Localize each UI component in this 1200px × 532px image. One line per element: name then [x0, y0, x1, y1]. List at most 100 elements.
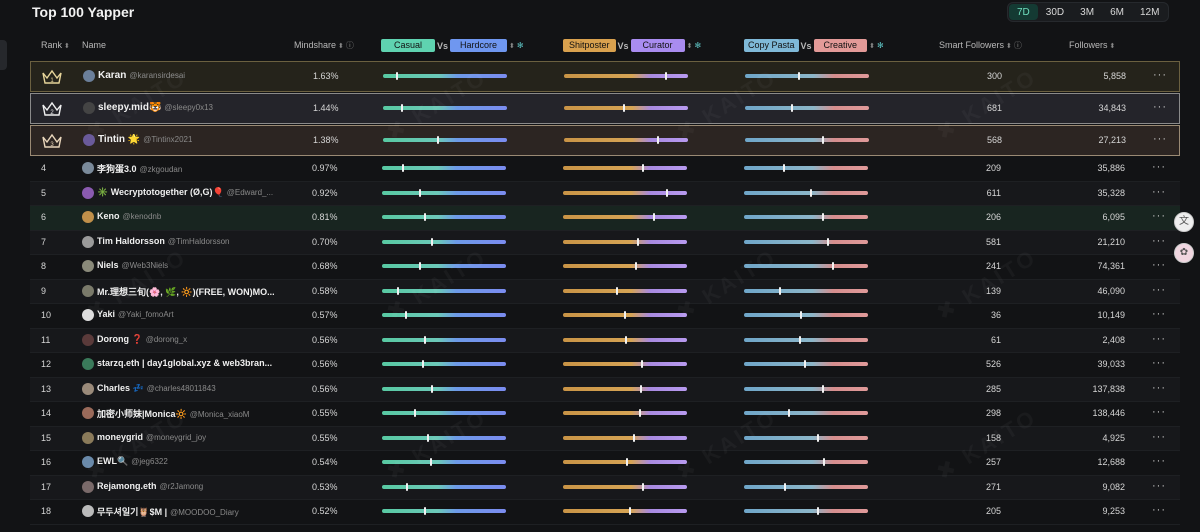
- avatar[interactable]: [82, 162, 94, 174]
- user-name[interactable]: Dorong ❓ @dorong_x: [97, 334, 187, 345]
- avatar[interactable]: [82, 211, 94, 223]
- more-icon[interactable]: ···: [1152, 283, 1166, 296]
- avatar[interactable]: [82, 480, 94, 493]
- rank-header[interactable]: Rank ⬍: [41, 40, 70, 50]
- avatar[interactable]: [83, 70, 95, 82]
- avatar[interactable]: [82, 186, 94, 199]
- user-name[interactable]: 加密小师妹|Monica🔆 @Monica_xiaoM: [97, 407, 249, 420]
- period-12m[interactable]: 12M: [1139, 7, 1160, 18]
- more-icon[interactable]: ···: [1152, 234, 1166, 247]
- bar-marker: [641, 360, 644, 368]
- user-name[interactable]: moneygrid @moneygrid_joy: [97, 432, 206, 442]
- period-6m[interactable]: 6M: [1110, 7, 1124, 18]
- bar-marker: [791, 104, 794, 112]
- copypasta-creative-bar: [745, 104, 869, 112]
- more-icon[interactable]: ···: [1152, 479, 1166, 492]
- copypasta-creative-bar: [744, 458, 868, 466]
- mindshare-header[interactable]: Mindshare ⬍ ⓘ: [294, 40, 354, 50]
- table-row[interactable]: 17 Rejamong.eth @r2Jamong 0.53% 271 9,082 ···: [30, 475, 1180, 500]
- assistant-icon[interactable]: ✿: [1174, 243, 1194, 263]
- avatar[interactable]: [82, 309, 94, 321]
- user-name[interactable]: 李狗蛋3.0 @zkgoudan: [97, 162, 182, 175]
- user-name[interactable]: Yaki @Yaki_fomoArt: [97, 309, 174, 319]
- more-icon[interactable]: ···: [1152, 161, 1166, 173]
- table-row[interactable]: 9 Mr.理想三旬(🌸, 🌿, 🔆)(FREE, WON)MO... 0.58% 13…: [30, 279, 1180, 304]
- user-name[interactable]: Mr.理想三旬(🌸, 🌿, 🔆)(FREE, WON)MO...: [97, 285, 278, 298]
- user-name[interactable]: Niels @Web3Niels: [97, 260, 168, 270]
- user-name[interactable]: Karan @karansirdesai: [98, 70, 185, 81]
- more-icon[interactable]: ···: [1152, 455, 1166, 467]
- table-row[interactable]: 1 Karan @karansirdesai 1.63% 300 5,858 ···: [30, 61, 1180, 92]
- more-icon[interactable]: ···: [1152, 381, 1166, 394]
- more-icon[interactable]: ···: [1152, 259, 1166, 271]
- avatar[interactable]: [83, 102, 95, 114]
- table-row[interactable]: 8 Niels @Web3Niels 0.68% 241 74,361 ···: [30, 255, 1180, 280]
- avatar[interactable]: [82, 235, 94, 248]
- avatar[interactable]: [82, 358, 94, 370]
- table-row[interactable]: 2 sleepy.mid🐯 @sleepy0x13 1.44% 681 34,843 ···: [30, 93, 1180, 124]
- more-icon[interactable]: ···: [1152, 504, 1166, 516]
- shitposter-pill: Shitposter: [563, 39, 616, 52]
- avatar[interactable]: [82, 284, 94, 297]
- table-row[interactable]: 13 Charles 💤 @charles48011843 0.56% 285 137,8…: [30, 377, 1180, 402]
- table-row[interactable]: 15 moneygrid @moneygrid_joy 0.55% 158 4,925 ··…: [30, 426, 1180, 451]
- table-row[interactable]: 5 ✳️ Wecryptotogether (Ø,G)🎈 @Edward_... 0.…: [30, 181, 1180, 206]
- more-icon[interactable]: ···: [1153, 69, 1167, 81]
- user-name[interactable]: 무두셔일기🦉$M | @MOODOO_Diary: [97, 505, 239, 518]
- more-icon[interactable]: ···: [1152, 210, 1166, 222]
- avatar[interactable]: [82, 505, 94, 517]
- table-row[interactable]: 7 Tim Haldorsson @TimHaldorsson 0.70% 581 21,…: [30, 230, 1180, 255]
- sort-icon[interactable]: ⬍: [509, 42, 515, 50]
- more-icon[interactable]: ···: [1152, 308, 1166, 320]
- table-row[interactable]: 18 무두셔일기🦉$M | @MOODOO_Diary 0.52% 205 9,253 ··…: [30, 500, 1180, 525]
- translate-icon[interactable]: 文: [1174, 212, 1194, 232]
- more-icon[interactable]: ···: [1152, 332, 1166, 345]
- period-7d[interactable]: 7D: [1009, 4, 1038, 20]
- user-handle: @Web3Niels: [121, 261, 169, 270]
- bar-marker: [401, 164, 404, 172]
- more-icon[interactable]: ···: [1153, 133, 1167, 145]
- user-handle: @MOODOO_Diary: [170, 508, 239, 517]
- more-icon[interactable]: ···: [1152, 357, 1166, 369]
- settings-icon[interactable]: ✻: [516, 40, 524, 50]
- more-icon[interactable]: ···: [1152, 430, 1166, 443]
- copypasta-creative-bar: [744, 360, 868, 368]
- settings-icon[interactable]: ✻: [694, 40, 702, 50]
- avatar[interactable]: [82, 431, 94, 444]
- table-row[interactable]: 11 Dorong ❓ @dorong_x 0.56% 61 2,408 ···: [30, 328, 1180, 353]
- user-name[interactable]: Charles 💤 @charles48011843: [97, 383, 216, 394]
- more-icon[interactable]: ···: [1152, 406, 1166, 418]
- more-icon[interactable]: ···: [1152, 185, 1166, 198]
- user-name[interactable]: Tim Haldorsson @TimHaldorsson: [97, 236, 229, 246]
- period-3m[interactable]: 3M: [1080, 7, 1095, 18]
- avatar[interactable]: [82, 407, 94, 419]
- settings-icon[interactable]: ✻: [876, 40, 884, 50]
- table-row[interactable]: 3 Tintin 🌟 @Tintinx2021 1.38% 568 27,213 ···: [30, 125, 1180, 156]
- avatar[interactable]: [82, 260, 94, 272]
- copypasta-creative-bar: [744, 409, 868, 417]
- table-row[interactable]: 10 Yaki @Yaki_fomoArt 0.57% 36 10,149 ···: [30, 304, 1180, 329]
- avatar[interactable]: [82, 382, 94, 395]
- table-row[interactable]: 16 EWL🔍 @jeg6322 0.54% 257 12,688 ···: [30, 451, 1180, 476]
- avatar[interactable]: [82, 333, 94, 346]
- smart-followers-header[interactable]: Smart Followers ⬍ ⓘ: [939, 40, 1022, 50]
- table-row[interactable]: 14 加密小师妹|Monica🔆 @Monica_xiaoM 0.55% 298 138,…: [30, 402, 1180, 427]
- user-name[interactable]: Keno @kenodnb: [97, 211, 161, 221]
- avatar[interactable]: [83, 134, 95, 146]
- user-name[interactable]: ✳️ Wecryptotogether (Ø,G)🎈 @Edward_...: [97, 187, 273, 198]
- avatar[interactable]: [82, 456, 94, 468]
- followers-header[interactable]: Followers ⬍: [1069, 40, 1116, 50]
- table-row[interactable]: 6 Keno @kenodnb 0.81% 206 6,095 ···: [30, 206, 1180, 231]
- sort-icon[interactable]: ⬍: [869, 42, 875, 50]
- user-name[interactable]: sleepy.mid🐯 @sleepy0x13: [98, 102, 213, 113]
- table-row[interactable]: 4 李狗蛋3.0 @zkgoudan 0.97% 209 35,886 ···: [30, 157, 1180, 182]
- user-name[interactable]: Tintin 🌟 @Tintinx2021: [98, 134, 192, 145]
- table-row[interactable]: 12 starzq.eth | day1global.xyz & web3bran…: [30, 353, 1180, 378]
- casual-hardcore-bar: [382, 311, 506, 319]
- user-name[interactable]: EWL🔍 @jeg6322: [97, 456, 168, 467]
- user-name[interactable]: starzq.eth | day1global.xyz & web3bran..…: [97, 358, 275, 368]
- user-name[interactable]: Rejamong.eth @r2Jamong: [97, 481, 203, 491]
- more-icon[interactable]: ···: [1153, 101, 1167, 113]
- period-30d[interactable]: 30D: [1045, 7, 1065, 18]
- sort-icon[interactable]: ⬍: [686, 42, 693, 50]
